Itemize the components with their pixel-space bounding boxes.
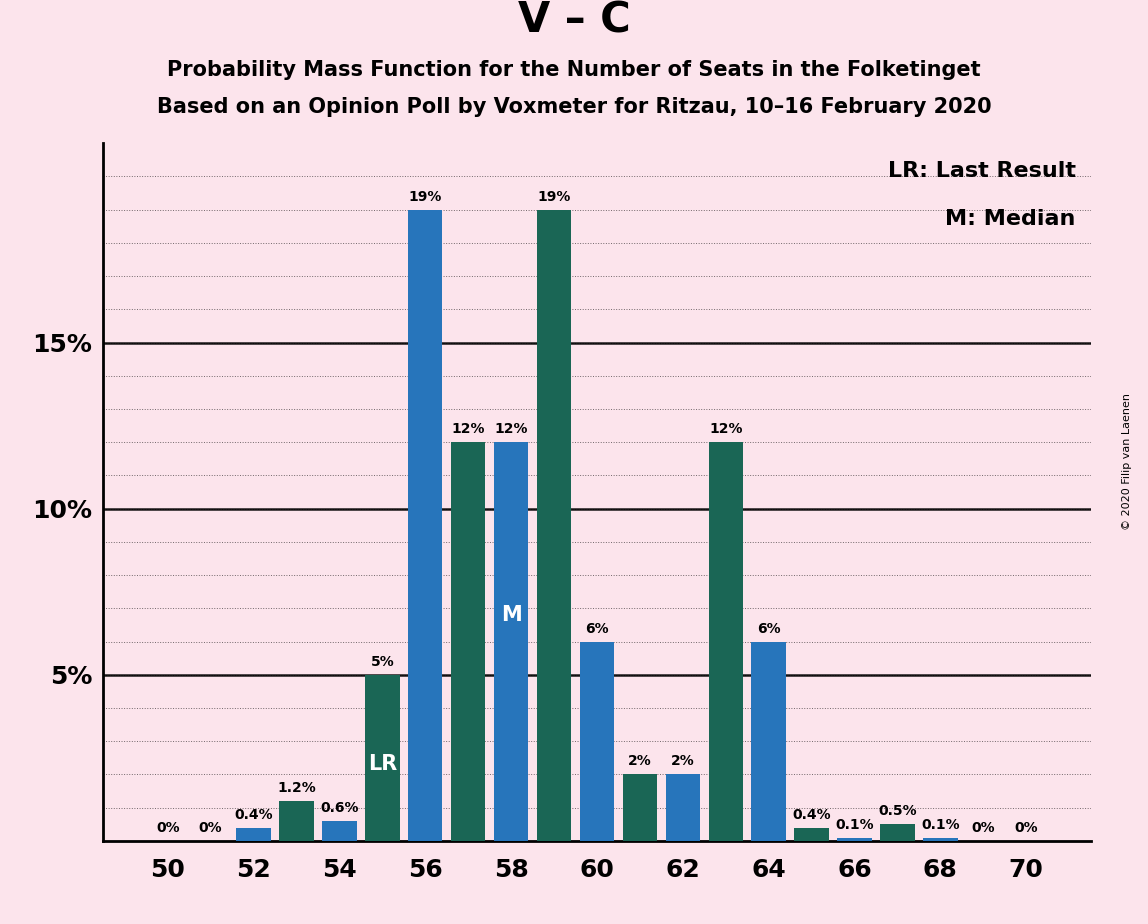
Bar: [794, 828, 829, 841]
Bar: [279, 801, 313, 841]
Text: 0%: 0%: [156, 821, 179, 835]
Text: M: Median: M: Median: [946, 210, 1076, 229]
Bar: [837, 837, 871, 841]
Text: © 2020 Filip van Laenen: © 2020 Filip van Laenen: [1123, 394, 1132, 530]
Text: 12%: 12%: [495, 422, 528, 436]
Text: 6%: 6%: [757, 622, 781, 636]
Text: 2%: 2%: [670, 754, 695, 769]
Text: 6%: 6%: [585, 622, 608, 636]
Text: 12%: 12%: [451, 422, 484, 436]
Text: 0%: 0%: [1015, 821, 1038, 835]
Bar: [580, 641, 614, 841]
Text: 12%: 12%: [709, 422, 743, 436]
Text: Probability Mass Function for the Number of Seats in the Folketinget: Probability Mass Function for the Number…: [168, 60, 980, 79]
Bar: [408, 210, 442, 841]
Bar: [236, 828, 271, 841]
Text: 0.4%: 0.4%: [792, 808, 831, 821]
Text: LR: Last Result: LR: Last Result: [887, 161, 1076, 181]
Text: 0.1%: 0.1%: [921, 818, 960, 832]
Text: 0%: 0%: [971, 821, 995, 835]
Bar: [622, 774, 657, 841]
Text: M: M: [501, 605, 521, 625]
Text: 2%: 2%: [628, 754, 652, 769]
Text: V – C: V – C: [518, 0, 630, 42]
Bar: [323, 821, 357, 841]
Text: 0%: 0%: [199, 821, 223, 835]
Bar: [494, 443, 528, 841]
Text: 0.4%: 0.4%: [234, 808, 273, 821]
Text: 0.5%: 0.5%: [878, 804, 917, 819]
Text: 19%: 19%: [409, 189, 442, 203]
Bar: [752, 641, 786, 841]
Bar: [881, 824, 915, 841]
Text: LR: LR: [367, 754, 397, 774]
Text: 19%: 19%: [537, 189, 571, 203]
Bar: [365, 675, 400, 841]
Text: 0.1%: 0.1%: [836, 818, 874, 832]
Text: Based on an Opinion Poll by Voxmeter for Ritzau, 10–16 February 2020: Based on an Opinion Poll by Voxmeter for…: [156, 97, 992, 116]
Bar: [666, 774, 700, 841]
Text: 1.2%: 1.2%: [277, 781, 316, 795]
Bar: [923, 837, 957, 841]
Text: 5%: 5%: [371, 655, 394, 669]
Bar: [537, 210, 572, 841]
Bar: [451, 443, 486, 841]
Text: 0.6%: 0.6%: [320, 801, 358, 815]
Bar: [708, 443, 743, 841]
